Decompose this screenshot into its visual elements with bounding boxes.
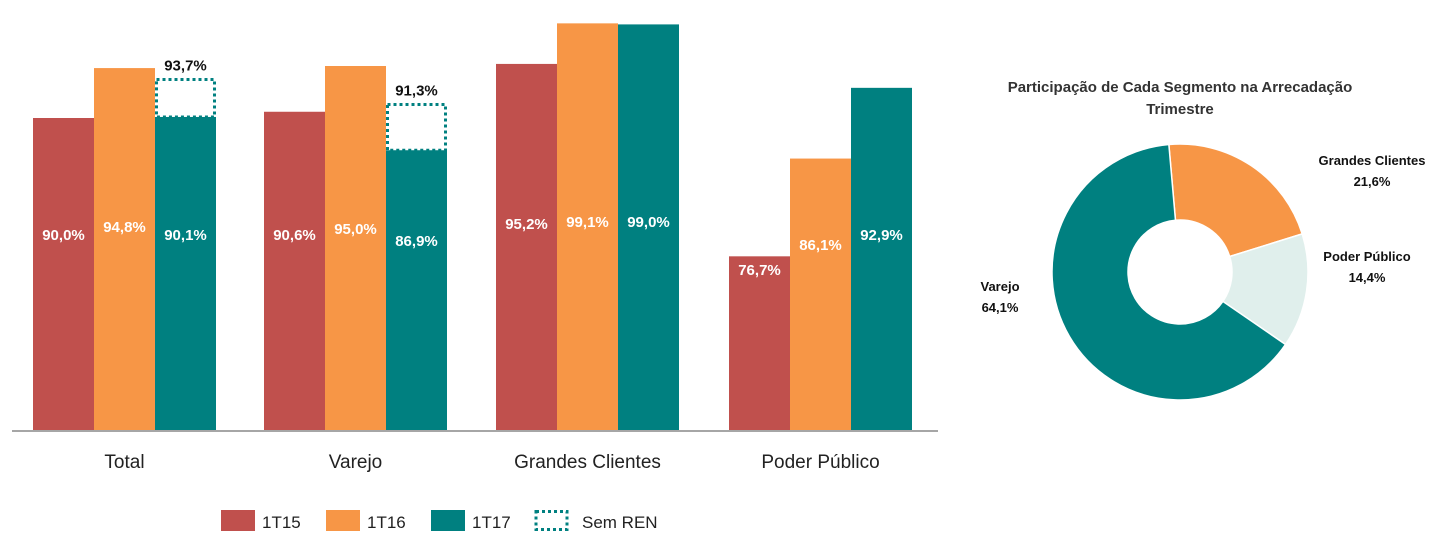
x-tick-label-3: Poder Público (761, 452, 879, 473)
legend-swatch-sem-ren (534, 510, 569, 531)
bar-label-1t16-2: 99,1% (566, 214, 609, 231)
bar-label-1t16-1: 95,0% (334, 221, 377, 238)
legend-label-sem-ren: Sem REN (582, 513, 658, 531)
legend-swatch-1t15 (221, 510, 255, 531)
bar-label-1t15-0: 90,0% (42, 227, 85, 244)
pie-title-line-1: Trimestre (1146, 101, 1214, 118)
x-tick-label-2: Grandes Clientes (514, 452, 661, 473)
bar-1t15-3 (729, 256, 790, 430)
legend-swatch-1t16 (326, 510, 360, 531)
bar-label-1t15-1: 90,6% (273, 227, 316, 244)
bar-1t17-3 (851, 87, 912, 430)
bar-1t16-2 (557, 23, 618, 431)
sem-ren-box-1 (386, 102, 447, 152)
x-tick-label-0: Total (104, 452, 144, 473)
pie-label-grandes-clientes: Grandes Clientes (1319, 153, 1426, 168)
bar-label-1t17-2: 99,0% (627, 214, 670, 231)
bar-label-1t17-0: 90,1% (164, 227, 207, 244)
pie-value-varejo: 64,1% (982, 300, 1019, 315)
pie-label-poder-p-blico: Poder Público (1323, 249, 1410, 264)
bar-1t15-2 (496, 63, 557, 431)
sem-ren-box-0 (155, 78, 216, 119)
pie-slice-poder-p-blico (1221, 232, 1309, 346)
bar-1t17-0 (155, 116, 216, 431)
pie-slice-grandes-clientes (1168, 143, 1304, 258)
bar-label-1t17-1: 86,9% (395, 233, 438, 250)
pie-value-grandes-clientes: 21,6% (1354, 174, 1391, 189)
legend-label-1t15: 1T15 (262, 513, 301, 531)
bar-1t16-3 (790, 158, 851, 430)
bar-label-1t15-3: 76,7% (738, 262, 781, 279)
bar-label-1t15-2: 95,2% (505, 216, 548, 233)
bar-1t16-0 (94, 68, 155, 430)
sem-ren-label-0: 93,7% (164, 58, 207, 75)
x-tick-label-1: Varejo (329, 452, 383, 473)
legend-label-1t17: 1T17 (472, 513, 511, 531)
pie-value-poder-p-blico: 14,4% (1349, 270, 1386, 285)
bar-1t16-1 (325, 66, 386, 430)
sem-ren-label-1: 91,3% (395, 82, 438, 99)
bar-1t15-0 (33, 118, 94, 430)
legend-swatch-1t17 (431, 510, 465, 531)
bar-1t17-1 (386, 150, 447, 431)
bar-1t15-1 (264, 111, 325, 430)
pie-slice-varejo (1051, 143, 1287, 401)
bar-1t17-2 (618, 24, 679, 431)
pie-title-line-0: Participação de Cada Segmento na Arrecad… (1008, 79, 1353, 96)
bar-label-1t17-3: 92,9% (860, 227, 903, 244)
bar-label-1t16-0: 94,8% (103, 219, 146, 236)
legend-label-1t16: 1T16 (367, 513, 406, 531)
pie-label-varejo: Varejo (980, 279, 1019, 294)
bar-label-1t16-3: 86,1% (799, 237, 842, 254)
